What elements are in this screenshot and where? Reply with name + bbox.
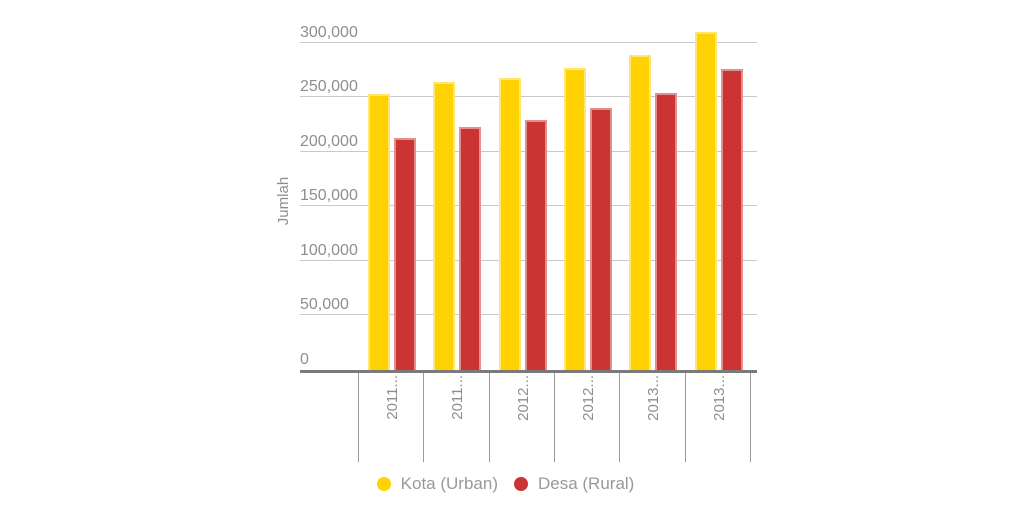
bar-urban-3[interactable] — [499, 78, 521, 370]
x-tick-label-4: 2012... — [580, 375, 597, 421]
legend-item-kota-urban[interactable]: Kota (Urban) — [376, 474, 498, 494]
x-cell-separator-3 — [554, 373, 555, 462]
x-cell-separator-1 — [423, 373, 424, 462]
y-tick-label-100000: 100,000 — [300, 242, 358, 259]
bar-urban-5[interactable] — [629, 55, 651, 370]
bar-rural-5[interactable] — [655, 93, 677, 370]
legend-item-desa-rural[interactable]: Desa (Rural) — [513, 474, 635, 494]
y-tick-label-200000: 200,000 — [300, 133, 358, 150]
bar-rural-2[interactable] — [459, 127, 481, 370]
x-tick-label-2: 2011... — [449, 375, 466, 420]
gridline-250000 — [300, 96, 757, 97]
x-tick-label-3: 2012... — [515, 375, 532, 421]
x-cell-separator-6 — [750, 373, 751, 462]
bar-urban-1[interactable] — [368, 94, 390, 370]
gridline-300000 — [300, 42, 757, 43]
bar-rural-1[interactable] — [394, 138, 416, 370]
x-tick-label-5: 2013... — [645, 375, 662, 421]
x-axis-line — [300, 370, 757, 373]
y-tick-label-50000: 50,000 — [300, 296, 349, 313]
y-tick-label-300000: 300,000 — [300, 24, 358, 41]
bar-urban-6[interactable] — [695, 32, 717, 370]
x-tick-label-6: 2013... — [711, 375, 728, 421]
x-cell-separator-2 — [489, 373, 490, 462]
y-tick-label-0: 0 — [300, 351, 309, 368]
bar-rural-4[interactable] — [590, 108, 612, 370]
x-tick-label-1: 2011... — [384, 375, 401, 420]
bar-rural-6[interactable] — [721, 69, 743, 370]
legend: Kota (Urban) Desa (Rural) — [0, 474, 1011, 494]
legend-label-kota: Kota (Urban) — [400, 474, 498, 493]
y-tick-label-250000: 250,000 — [300, 78, 358, 95]
bar-urban-4[interactable] — [564, 68, 586, 370]
x-cell-separator-5 — [685, 373, 686, 462]
legend-swatch-kota-icon — [376, 477, 391, 491]
y-tick-label-150000: 150,000 — [300, 187, 358, 204]
legend-swatch-desa-icon — [513, 477, 528, 491]
x-cell-separator-0 — [358, 373, 359, 462]
bar-rural-3[interactable] — [525, 120, 547, 370]
bar-urban-2[interactable] — [433, 82, 455, 370]
x-cell-separator-4 — [619, 373, 620, 462]
legend-label-desa: Desa (Rural) — [537, 474, 635, 493]
